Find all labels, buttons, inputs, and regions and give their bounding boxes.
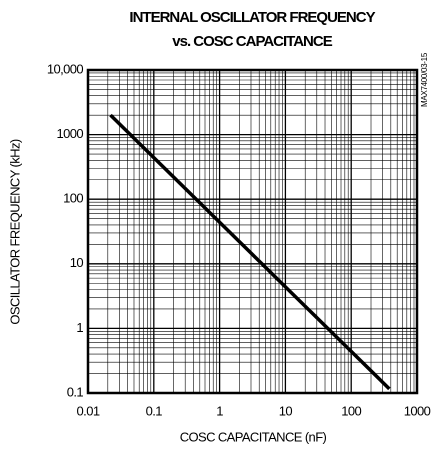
x-tick-label: 10 [279,403,293,418]
y-tick-label: 10 [70,255,84,270]
chart-title: INTERNAL OSCILLATOR FREQUENCY [129,9,375,26]
x-tick-label: 0.1 [146,403,163,418]
x-tick-label: 0.01 [77,403,100,418]
y-tick-label: 0.1 [67,384,84,399]
y-axis-label: OSCILLATOR FREQUENCY (kHz) [7,139,22,324]
chart-subtitle: vs. COSC CAPACITANCE [172,33,332,50]
annotation: MAX7400/03-15 [420,52,429,107]
y-tick-label: 1000 [56,126,83,141]
data-line [109,113,391,391]
x-axis-label: COSC CAPACITANCE (nF) [180,429,327,444]
x-tick-label: 1000 [404,403,431,418]
y-tick-label: 10,000 [47,61,84,76]
x-tick-label: 100 [341,403,361,418]
x-tick-label: 1 [216,403,223,418]
y-tick-label: 1 [76,320,83,335]
plot-frame [86,68,419,395]
y-tick-label: 100 [63,191,83,206]
